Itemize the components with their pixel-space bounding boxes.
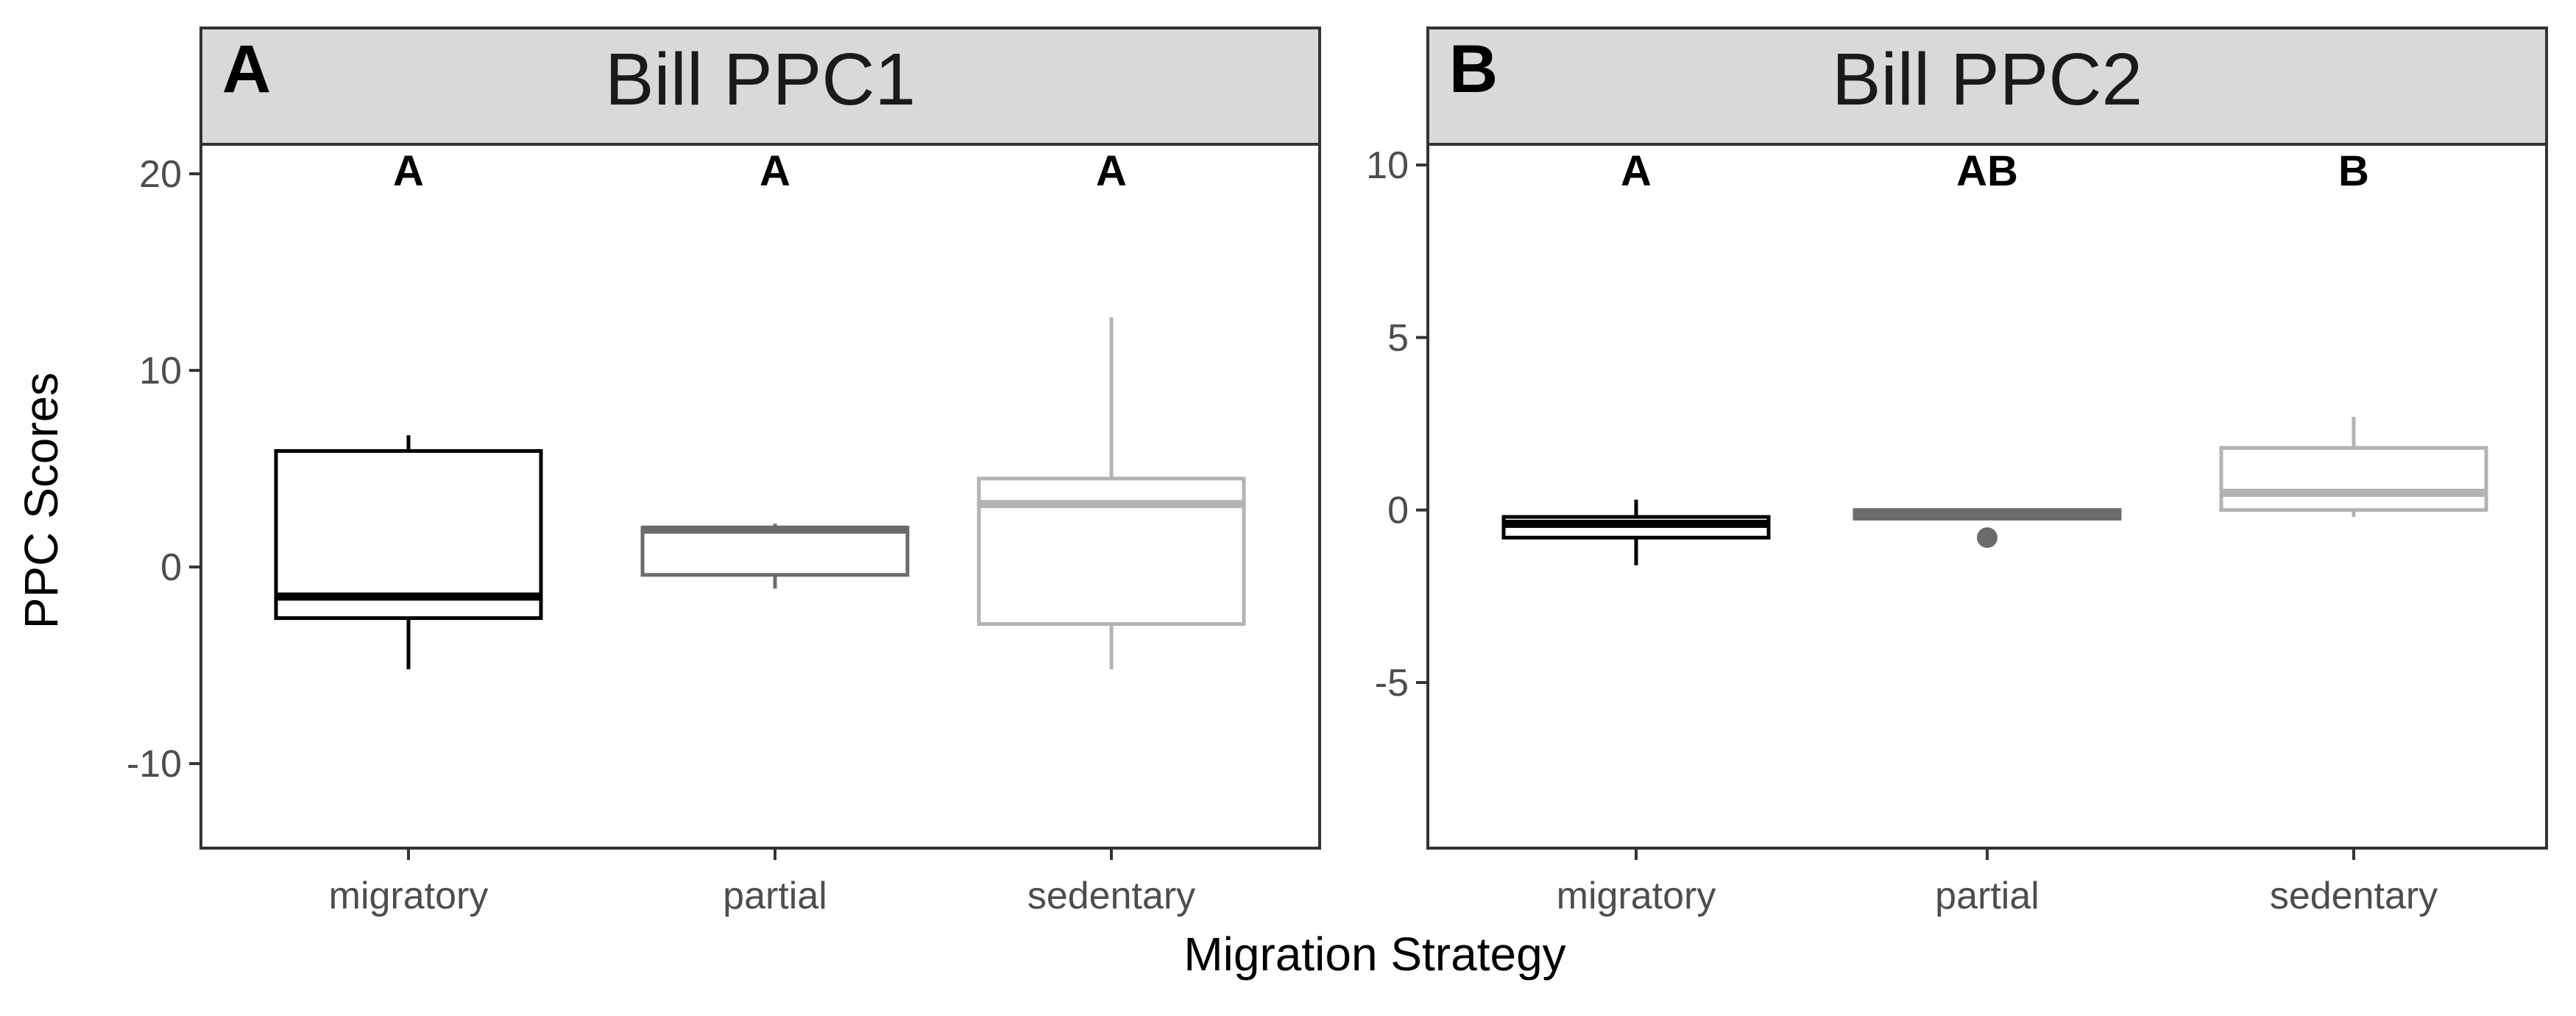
y-tick-label: -10	[127, 743, 182, 786]
panel-b: Bill PPC2 B -5 0 5 10 migratory partial sedentar…	[1366, 27, 2548, 917]
significance-letter: B	[2338, 147, 2369, 195]
significance-letter: A	[1096, 147, 1127, 195]
y-tick-label: 5	[1387, 317, 1409, 359]
y-tick-label: 0	[1387, 490, 1409, 532]
x-tick-label: migratory	[1557, 875, 1716, 917]
y-tick-label: 10	[139, 350, 182, 392]
box-body	[2219, 445, 2488, 512]
panel-a: Bill PPC1 A -10 0 10 20 migratory partial sedent…	[127, 27, 1321, 917]
box-body	[274, 449, 543, 621]
box-body	[640, 526, 910, 577]
significance-letter: AB	[1956, 147, 2018, 195]
significance-letter: A	[760, 147, 790, 195]
box-migratory	[274, 435, 543, 669]
outlier-point	[1977, 527, 1998, 548]
box-migratory	[1501, 499, 1771, 565]
panel-letter: B	[1449, 32, 1498, 107]
x-axis-label: Migration Strategy	[1183, 928, 1565, 981]
y-tick-label: -5	[1375, 662, 1409, 705]
x-tick-label: sedentary	[2270, 875, 2438, 917]
significance-letter: A	[393, 147, 424, 195]
y-axis-label: PPC Scores	[15, 373, 68, 629]
significance-letter: A	[1621, 147, 1652, 195]
box-partial	[640, 523, 910, 589]
panel-border	[199, 143, 1321, 850]
panel-title: Bill PPC1	[605, 38, 916, 121]
x-tick-label: sedentary	[1027, 875, 1195, 917]
y-tick-label: 0	[160, 546, 182, 589]
x-tick-label: migratory	[329, 875, 489, 917]
box-sedentary	[2219, 417, 2488, 518]
panel-strip	[199, 27, 1321, 146]
y-tick-label: 10	[1366, 144, 1409, 187]
box-sedentary	[977, 317, 1246, 669]
panel-letter: A	[222, 32, 271, 107]
panel-title: Bill PPC2	[1832, 38, 2142, 121]
x-tick-label: partial	[723, 875, 827, 917]
x-tick-label: partial	[1935, 875, 2039, 917]
panel-strip	[1426, 27, 2548, 146]
box-partial	[1853, 508, 2122, 548]
y-tick-label: 20	[139, 153, 182, 196]
